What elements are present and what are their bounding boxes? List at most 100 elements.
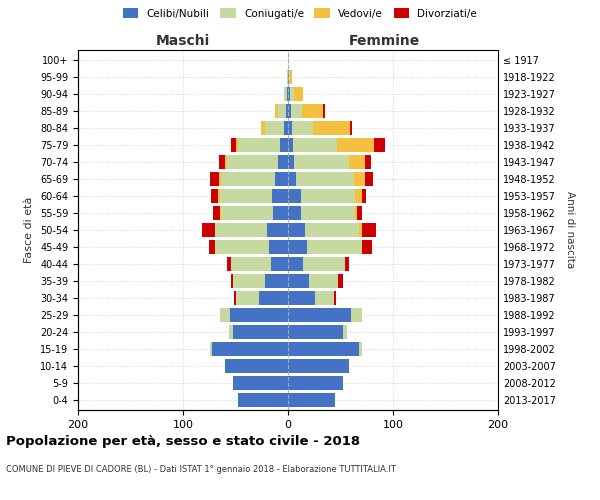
Bar	[265, 122, 284, 135]
Bar	[284, 122, 288, 135]
Bar	[296, 172, 354, 186]
Bar	[265, 274, 288, 287]
Bar	[358, 206, 361, 220]
Bar	[293, 138, 337, 152]
Bar	[351, 308, 361, 322]
Bar	[302, 104, 323, 118]
Bar	[235, 138, 238, 152]
Text: Popolazione per età, sesso e stato civile - 2018: Popolazione per età, sesso e stato civil…	[6, 435, 360, 448]
Bar	[232, 274, 233, 287]
Bar	[287, 70, 288, 84]
Bar	[259, 291, 288, 304]
Bar	[202, 223, 215, 237]
Bar	[305, 223, 359, 237]
Bar	[350, 122, 352, 135]
Bar	[220, 206, 221, 220]
Bar	[288, 240, 307, 254]
Y-axis label: Fasce di età: Fasce di età	[25, 197, 34, 263]
Bar	[323, 104, 325, 118]
Bar	[210, 172, 218, 186]
Bar	[288, 104, 291, 118]
Bar	[361, 189, 366, 203]
Bar	[288, 122, 292, 135]
Bar	[349, 156, 365, 169]
Bar	[277, 104, 286, 118]
Bar	[229, 325, 233, 338]
Bar	[361, 240, 372, 254]
Bar	[374, 138, 385, 152]
Bar	[343, 325, 347, 338]
Bar	[288, 308, 351, 322]
Bar	[288, 206, 301, 220]
Bar	[288, 223, 305, 237]
Bar	[337, 138, 374, 152]
Bar	[288, 189, 301, 203]
Bar	[211, 189, 218, 203]
Bar	[313, 122, 350, 135]
Text: Maschi: Maschi	[156, 34, 210, 48]
Bar	[269, 240, 288, 254]
Bar	[290, 88, 295, 101]
Bar	[225, 156, 227, 169]
Bar	[236, 291, 259, 304]
Bar	[307, 240, 361, 254]
Bar	[288, 291, 316, 304]
Bar	[221, 172, 275, 186]
Legend: Celibi/Nubili, Coniugati/e, Vedovi/e, Divorziati/e: Celibi/Nubili, Coniugati/e, Vedovi/e, Di…	[119, 5, 481, 21]
Bar	[275, 172, 288, 186]
Bar	[275, 104, 277, 118]
Bar	[272, 189, 288, 203]
Bar	[212, 342, 288, 355]
Bar	[214, 206, 220, 220]
Bar	[288, 393, 335, 406]
Bar	[354, 172, 365, 186]
Bar	[271, 257, 288, 271]
Y-axis label: Anni di nascita: Anni di nascita	[565, 192, 575, 268]
Bar	[288, 88, 290, 101]
Bar	[309, 274, 338, 287]
Bar	[290, 70, 292, 84]
Bar	[288, 274, 309, 287]
Bar	[359, 223, 362, 237]
Bar	[334, 291, 337, 304]
Bar	[238, 138, 280, 152]
Bar	[288, 138, 293, 152]
Bar	[365, 172, 373, 186]
Bar	[288, 156, 295, 169]
Bar	[301, 189, 355, 203]
Bar	[295, 88, 303, 101]
Bar	[286, 104, 288, 118]
Bar	[227, 156, 277, 169]
Bar	[210, 342, 212, 355]
Bar	[220, 308, 230, 322]
Bar	[338, 274, 343, 287]
Bar	[316, 291, 334, 304]
Bar	[284, 88, 287, 101]
Bar	[233, 274, 265, 287]
Bar	[365, 156, 371, 169]
Bar	[277, 156, 288, 169]
Bar	[288, 342, 359, 355]
Bar	[288, 70, 289, 84]
Bar	[238, 393, 288, 406]
Bar	[359, 342, 362, 355]
Bar	[267, 223, 288, 237]
Bar	[288, 376, 343, 390]
Bar	[288, 172, 296, 186]
Bar	[260, 122, 265, 135]
Bar	[291, 104, 302, 118]
Bar	[274, 206, 288, 220]
Bar	[303, 257, 344, 271]
Bar	[232, 138, 235, 152]
Bar	[288, 325, 343, 338]
Bar	[220, 189, 272, 203]
Bar	[288, 359, 349, 372]
Bar	[218, 189, 220, 203]
Bar	[355, 206, 358, 220]
Bar	[209, 240, 215, 254]
Bar	[230, 308, 288, 322]
Bar	[227, 257, 232, 271]
Bar	[225, 359, 288, 372]
Bar	[292, 122, 313, 135]
Bar	[232, 257, 271, 271]
